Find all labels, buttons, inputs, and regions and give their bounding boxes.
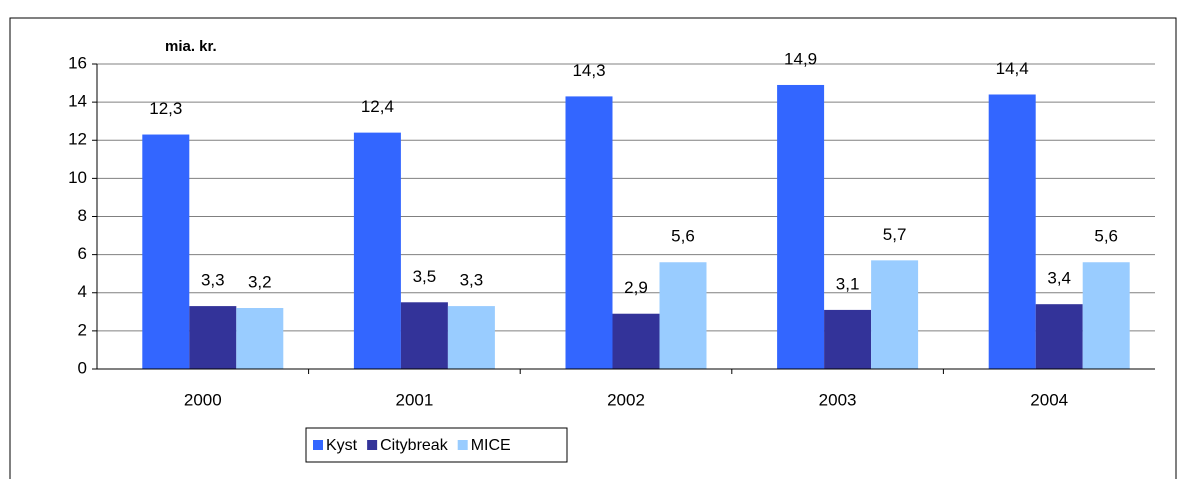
legend-box — [305, 427, 568, 463]
bar — [236, 308, 284, 369]
bar — [400, 302, 448, 369]
y-tick-label: 4 — [78, 282, 87, 301]
y-tick-label: 0 — [78, 358, 87, 377]
legend: Kyst Citybreak MICE — [305, 427, 568, 463]
data-label: 2,9 — [624, 278, 648, 297]
y-tick-label: 12 — [68, 130, 87, 149]
legend-label: Kyst — [326, 437, 358, 454]
data-label: 3,3 — [460, 271, 484, 290]
data-label: 12,4 — [361, 97, 394, 116]
data-label: 14,9 — [784, 49, 817, 68]
x-tick-label: 2004 — [1030, 390, 1068, 409]
x-tick-label: 2003 — [819, 390, 857, 409]
bar — [1082, 262, 1130, 369]
data-label: 5,7 — [883, 225, 907, 244]
x-tick-label: 2001 — [395, 390, 433, 409]
y-axis-label: mia. kr. — [165, 38, 217, 55]
bar — [1035, 304, 1083, 369]
data-label: 3,1 — [836, 274, 860, 293]
bar — [353, 132, 401, 369]
y-tick-label: 10 — [68, 168, 87, 187]
data-label: 3,2 — [248, 272, 272, 291]
data-label: 3,4 — [1047, 269, 1071, 288]
legend-swatch — [367, 440, 378, 450]
y-tick-label: 2 — [78, 320, 87, 339]
bar — [142, 134, 190, 369]
bar — [777, 84, 825, 369]
x-tick-label: 2000 — [184, 390, 222, 409]
bar — [659, 262, 707, 369]
bar — [565, 96, 613, 369]
data-label: 3,3 — [201, 271, 225, 290]
data-label: 5,6 — [1094, 227, 1118, 246]
data-label: 14,3 — [572, 61, 605, 80]
data-label: 14,4 — [996, 59, 1029, 78]
x-tick-label: 2002 — [607, 390, 645, 409]
bar — [871, 260, 919, 369]
bar — [612, 313, 660, 369]
legend-label: Citybreak — [380, 437, 449, 454]
y-tick-label: 6 — [78, 244, 87, 263]
legend-swatch — [313, 440, 323, 450]
y-tick-label: 16 — [68, 53, 87, 72]
legend-swatch — [457, 440, 468, 450]
bar — [824, 309, 872, 369]
legend-label: MICE — [471, 437, 511, 454]
y-tick-label: 14 — [68, 92, 87, 111]
y-tick-label: 8 — [78, 206, 87, 225]
bar — [189, 306, 237, 369]
data-label: 12,3 — [149, 99, 182, 118]
data-label: 5,6 — [671, 227, 695, 246]
bar — [447, 306, 495, 369]
data-label: 3,5 — [413, 267, 437, 286]
bar — [988, 94, 1036, 369]
